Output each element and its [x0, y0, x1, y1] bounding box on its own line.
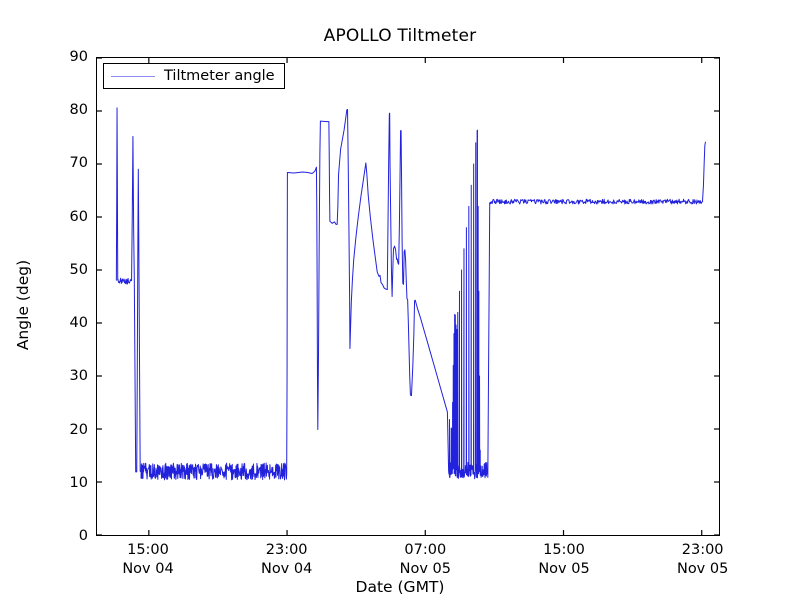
chart-title: APOLLO Tiltmeter [323, 26, 477, 46]
legend-label: Tiltmeter angle [164, 68, 275, 84]
y-tick-label: 40 [69, 315, 88, 332]
y-tick-label: 50 [69, 261, 88, 278]
x-tick-time: 07:00 [404, 542, 447, 558]
data-series-line [116, 108, 705, 480]
x-tick-time: 15:00 [543, 542, 585, 558]
plot-area [96, 57, 720, 536]
plot-canvas [97, 58, 719, 535]
x-tick-time: 15:00 [127, 542, 169, 558]
x-axis-label: Date (GMT) [355, 578, 445, 596]
x-tick-date: Nov 05 [399, 561, 451, 577]
y-tick-label: 30 [69, 368, 88, 385]
y-tick-label: 20 [69, 421, 88, 438]
y-tick-label: 80 [69, 102, 88, 119]
y-tick-label: 70 [69, 155, 88, 172]
y-tick-label: 60 [69, 208, 88, 225]
legend-line-swatch [111, 75, 155, 77]
x-tick-label: 23:00 Nov 05 [633, 541, 773, 579]
x-tick-label: 15:00 Nov 05 [494, 541, 634, 579]
x-tick-date: Nov 04 [122, 561, 174, 577]
x-tick-time: 23:00 [265, 542, 308, 558]
x-tick-date: Nov 04 [260, 561, 313, 577]
x-tick-label: 07:00 Nov 05 [355, 541, 495, 579]
y-tick-label: 90 [69, 49, 88, 65]
y-tick-label: 10 [69, 474, 88, 491]
x-tick-date: Nov 05 [538, 561, 590, 577]
x-tick-label: 15:00 Nov 04 [78, 541, 218, 579]
x-tick-time: 23:00 [681, 542, 724, 558]
chart-legend: Tiltmeter angle [103, 63, 285, 89]
x-tick-label: 23:00 Nov 04 [217, 541, 357, 579]
x-tick-date: Nov 05 [676, 561, 729, 577]
y-tick-label: 0 [78, 528, 88, 544]
